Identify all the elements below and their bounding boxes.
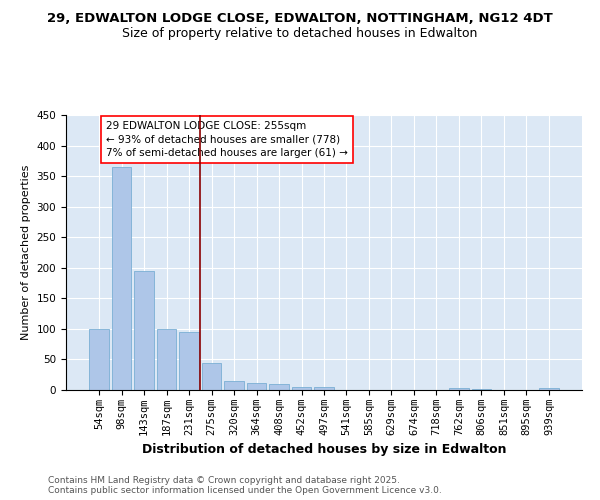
Text: Contains HM Land Registry data © Crown copyright and database right 2025.
Contai: Contains HM Land Registry data © Crown c… bbox=[48, 476, 442, 495]
Bar bbox=[472, 389, 491, 390]
Text: 29 EDWALTON LODGE CLOSE: 255sqm
← 93% of detached houses are smaller (778)
7% of: 29 EDWALTON LODGE CLOSE: 255sqm ← 93% of… bbox=[106, 121, 347, 158]
Text: Size of property relative to detached houses in Edwalton: Size of property relative to detached ho… bbox=[122, 28, 478, 40]
Bar bbox=[179, 332, 199, 390]
Y-axis label: Number of detached properties: Number of detached properties bbox=[21, 165, 31, 340]
Bar bbox=[202, 362, 221, 390]
Bar bbox=[157, 329, 176, 390]
Bar bbox=[539, 388, 559, 390]
Bar bbox=[89, 329, 109, 390]
Bar bbox=[269, 384, 289, 390]
X-axis label: Distribution of detached houses by size in Edwalton: Distribution of detached houses by size … bbox=[142, 444, 506, 456]
Bar bbox=[449, 388, 469, 390]
Bar bbox=[134, 271, 154, 390]
Bar bbox=[112, 167, 131, 390]
Bar bbox=[314, 387, 334, 390]
Text: 29, EDWALTON LODGE CLOSE, EDWALTON, NOTTINGHAM, NG12 4DT: 29, EDWALTON LODGE CLOSE, EDWALTON, NOTT… bbox=[47, 12, 553, 26]
Bar bbox=[247, 382, 266, 390]
Bar bbox=[292, 387, 311, 390]
Bar bbox=[224, 381, 244, 390]
